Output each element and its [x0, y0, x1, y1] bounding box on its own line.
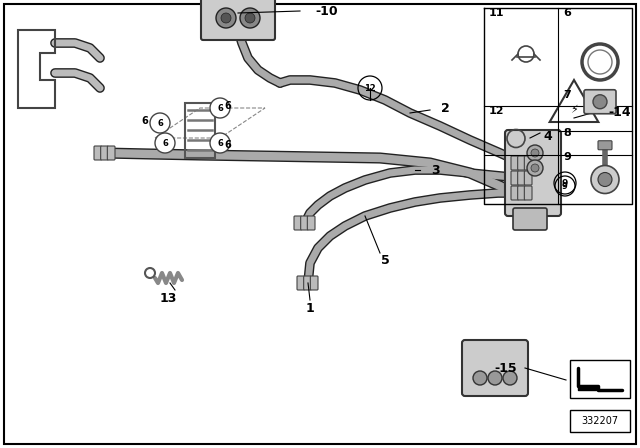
FancyBboxPatch shape — [518, 186, 525, 200]
Text: 6: 6 — [563, 8, 571, 18]
Circle shape — [527, 160, 543, 176]
Circle shape — [210, 98, 230, 118]
Text: 12: 12 — [364, 83, 376, 92]
FancyBboxPatch shape — [310, 276, 318, 290]
Circle shape — [240, 8, 260, 28]
Text: 9: 9 — [562, 181, 568, 190]
Text: 4: 4 — [543, 129, 552, 142]
Text: 7: 7 — [563, 90, 571, 100]
FancyBboxPatch shape — [511, 156, 518, 170]
Circle shape — [488, 371, 502, 385]
FancyBboxPatch shape — [301, 216, 308, 230]
Circle shape — [598, 172, 612, 186]
Circle shape — [593, 95, 607, 109]
Text: 9: 9 — [562, 178, 568, 188]
FancyBboxPatch shape — [598, 141, 612, 150]
Circle shape — [473, 371, 487, 385]
Text: 6: 6 — [157, 119, 163, 128]
Text: 2: 2 — [440, 102, 449, 115]
Text: -14: -14 — [608, 105, 630, 119]
FancyBboxPatch shape — [524, 171, 532, 185]
FancyBboxPatch shape — [584, 90, 616, 114]
FancyBboxPatch shape — [513, 208, 547, 230]
FancyBboxPatch shape — [511, 186, 518, 200]
Text: 6: 6 — [217, 103, 223, 112]
Text: 13: 13 — [159, 292, 177, 305]
Circle shape — [221, 13, 231, 23]
FancyBboxPatch shape — [518, 156, 525, 170]
Text: 1: 1 — [306, 302, 314, 314]
Text: 5: 5 — [381, 254, 389, 267]
Text: 12: 12 — [489, 106, 504, 116]
Text: 6: 6 — [225, 140, 232, 150]
Circle shape — [527, 145, 543, 161]
Text: 6: 6 — [217, 138, 223, 147]
Circle shape — [531, 164, 539, 172]
Circle shape — [503, 371, 517, 385]
Circle shape — [591, 165, 619, 194]
FancyBboxPatch shape — [524, 186, 532, 200]
Text: -10: -10 — [315, 4, 338, 17]
Text: 6: 6 — [141, 116, 148, 126]
Text: 11: 11 — [489, 8, 504, 18]
Text: -15: -15 — [494, 362, 517, 375]
Text: 9: 9 — [563, 152, 571, 162]
Text: 8: 8 — [563, 128, 571, 138]
FancyBboxPatch shape — [297, 276, 305, 290]
Circle shape — [210, 133, 230, 153]
Bar — [570, 410, 630, 432]
FancyBboxPatch shape — [511, 171, 518, 185]
FancyBboxPatch shape — [524, 156, 532, 170]
FancyBboxPatch shape — [94, 146, 102, 160]
FancyBboxPatch shape — [505, 130, 561, 216]
Text: 6: 6 — [162, 138, 168, 147]
FancyBboxPatch shape — [462, 340, 528, 396]
FancyBboxPatch shape — [294, 216, 301, 230]
FancyBboxPatch shape — [303, 276, 311, 290]
Text: 3: 3 — [431, 164, 439, 177]
FancyBboxPatch shape — [518, 171, 525, 185]
Circle shape — [150, 113, 170, 133]
Circle shape — [216, 8, 236, 28]
Text: 6: 6 — [225, 101, 232, 111]
Text: ⚡: ⚡ — [570, 105, 578, 115]
FancyBboxPatch shape — [100, 146, 108, 160]
FancyBboxPatch shape — [201, 0, 275, 40]
Circle shape — [155, 133, 175, 153]
Circle shape — [245, 13, 255, 23]
Bar — [570, 360, 630, 398]
FancyBboxPatch shape — [307, 216, 315, 230]
Text: 332207: 332207 — [581, 416, 619, 426]
Circle shape — [531, 149, 539, 157]
FancyBboxPatch shape — [108, 146, 115, 160]
